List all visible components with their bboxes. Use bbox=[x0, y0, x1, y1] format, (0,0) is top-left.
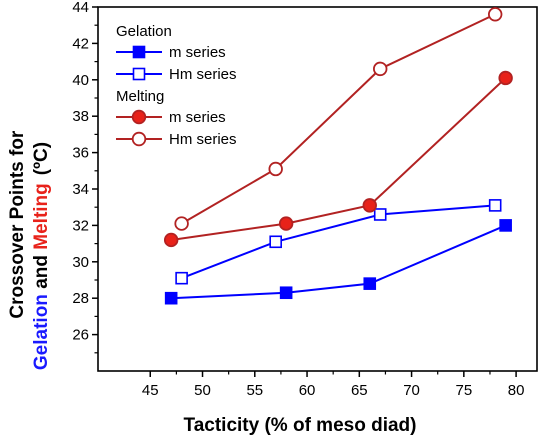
legend-label: m series bbox=[169, 109, 226, 126]
y-tick-label: 30 bbox=[72, 254, 89, 271]
y-axis-title-and: and bbox=[31, 250, 52, 294]
legend-group-title: Gelation bbox=[116, 23, 172, 40]
data-point bbox=[268, 161, 283, 177]
data-point bbox=[163, 232, 179, 248]
data-point bbox=[373, 208, 387, 221]
series-line bbox=[171, 77, 507, 241]
legend-entry: m series bbox=[116, 109, 226, 126]
legend-marker bbox=[131, 131, 147, 147]
legend-group-title: Melting bbox=[116, 88, 164, 105]
legend-entry: m series bbox=[116, 44, 226, 61]
legend-marker bbox=[132, 67, 146, 81]
data-point bbox=[487, 7, 503, 22]
data-point bbox=[279, 286, 293, 300]
data-point bbox=[278, 216, 294, 231]
y-tick-label: 42 bbox=[72, 35, 89, 52]
data-point bbox=[498, 70, 513, 86]
legend-marker bbox=[131, 109, 147, 125]
data-point bbox=[362, 198, 377, 213]
y-tick-label: 26 bbox=[72, 327, 89, 344]
x-tick-label: 55 bbox=[246, 382, 263, 399]
data-point bbox=[488, 199, 502, 212]
data-point bbox=[363, 277, 377, 290]
y-tick-label: 44 bbox=[72, 0, 89, 16]
y-tick-label: 32 bbox=[72, 217, 89, 234]
y-tick-label: 34 bbox=[72, 181, 89, 198]
y-axis-title-gelation: Gelation bbox=[31, 294, 52, 370]
data-point bbox=[499, 219, 512, 232]
x-tick-label: 70 bbox=[403, 382, 420, 399]
x-axis-title: Tacticity (% of meso diad) bbox=[184, 415, 417, 436]
y-tick-label: 38 bbox=[72, 108, 89, 125]
series-layer bbox=[163, 7, 513, 305]
legend: Gelation m series Hm series Melting m series… bbox=[116, 23, 237, 148]
data-point bbox=[175, 271, 188, 285]
series-gelation-m-series bbox=[164, 219, 512, 305]
y-tick-label: 40 bbox=[72, 72, 89, 89]
series-gelation-hm-series bbox=[175, 199, 502, 285]
y-axis-title-unit: (ºC) bbox=[31, 142, 52, 175]
plot-frame bbox=[97, 6, 538, 372]
legend-entry: Hm series bbox=[116, 131, 237, 148]
x-tick-label: 60 bbox=[299, 382, 316, 399]
x-tick-label: 75 bbox=[455, 382, 472, 399]
data-point bbox=[164, 291, 178, 305]
axes: 45 50 55 60 65 70 75 80 26 28 30 32 34 36 38 40 42 44 bbox=[72, 0, 538, 399]
y-tick-label: 36 bbox=[72, 145, 89, 162]
legend-label: Hm series bbox=[169, 131, 237, 148]
x-tick-label: 50 bbox=[194, 382, 211, 399]
data-point bbox=[269, 235, 282, 249]
series-line bbox=[181, 204, 496, 280]
legend-label: m series bbox=[169, 44, 226, 61]
y-tick-label: 28 bbox=[72, 290, 89, 307]
x-tick-label: 45 bbox=[142, 382, 159, 399]
x-tick-label: 80 bbox=[508, 382, 525, 399]
series-line bbox=[171, 224, 507, 300]
series-melting-hm-series bbox=[174, 7, 503, 231]
series-line bbox=[181, 13, 496, 225]
x-tick-label: 65 bbox=[351, 382, 368, 399]
data-point bbox=[174, 216, 189, 231]
legend-entry: Hm series bbox=[116, 66, 237, 83]
y-axis-title: Crossover Points for Gelation and Meltin… bbox=[7, 125, 52, 370]
series-melting-m-series bbox=[163, 70, 513, 248]
legend-marker bbox=[132, 45, 146, 59]
legend-label: Hm series bbox=[169, 66, 237, 83]
y-axis-title-prefix: Crossover Points for bbox=[7, 130, 28, 319]
y-axis-title-melting: Melting bbox=[31, 183, 52, 250]
data-point bbox=[373, 61, 388, 77]
